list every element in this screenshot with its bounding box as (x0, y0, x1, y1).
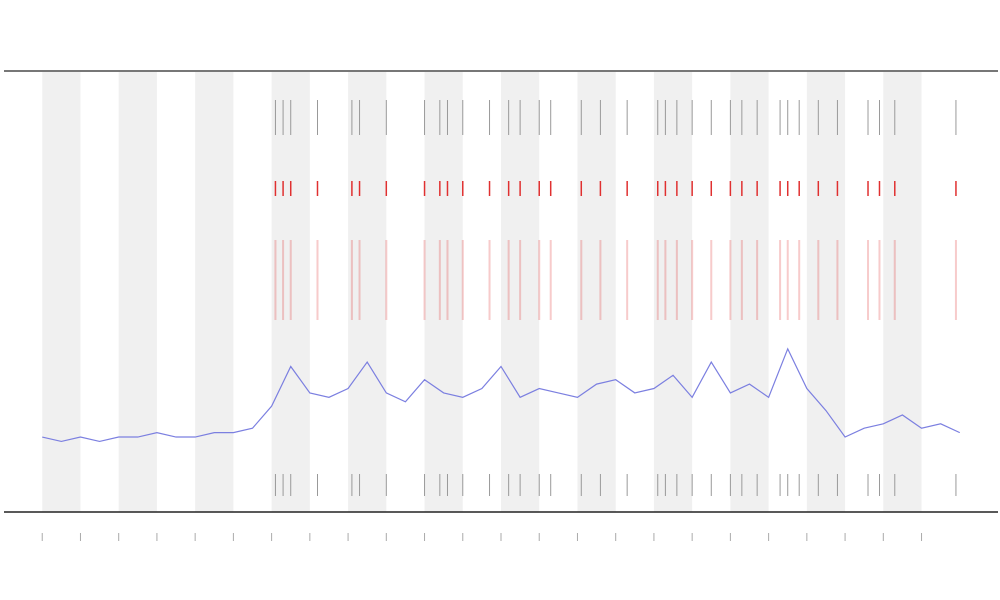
shaded-band (806, 71, 846, 512)
series-line (42, 347, 961, 443)
shaded-band (118, 71, 157, 512)
shaded-band (730, 71, 769, 512)
shaded-band (577, 71, 616, 512)
shaded-band (348, 71, 387, 512)
shaded-band (883, 71, 922, 512)
shaded-band (195, 71, 234, 512)
shaded-band (271, 71, 310, 512)
shaded-band (501, 71, 540, 512)
shaded-band (653, 71, 693, 512)
shaded-band (424, 71, 463, 512)
shaded-band (42, 71, 81, 512)
